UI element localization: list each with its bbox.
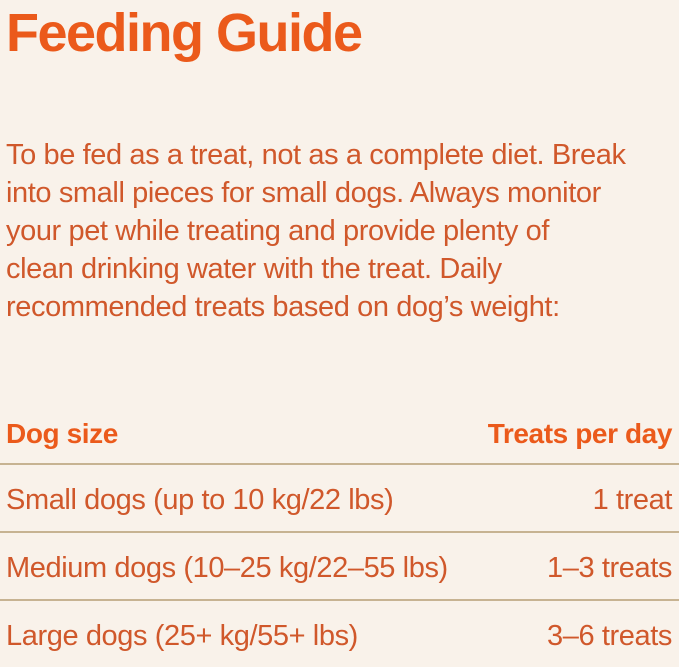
column-header-dog-size: Dog size [6, 418, 118, 449]
divider [0, 531, 679, 533]
treats-per-day-value: 1 treat [592, 484, 673, 516]
table-row: Small dogs (up to 10 kg/22 lbs) 1 treat [0, 465, 679, 531]
intro-paragraph: To be fed as a treat, not as a complete … [0, 136, 679, 326]
treats-per-day-value: 1–3 treats [547, 552, 672, 584]
table-header-row: Dog size Treats per day [0, 418, 679, 463]
page-title: Feeding Guide [6, 3, 363, 63]
dog-size-value: Medium dogs (10–25 kg/22–55 lbs) [6, 552, 448, 584]
intro-line: your pet while treating and provide plen… [6, 215, 550, 247]
dog-size-value: Small dogs (up to 10 kg/22 lbs) [6, 484, 394, 516]
divider [0, 463, 679, 465]
column-header-treats-per-day: Treats per day [487, 418, 673, 449]
table-row: Large dogs (25+ kg/55+ lbs) 3–6 treats [0, 601, 679, 667]
divider [0, 599, 679, 601]
intro-line: To be fed as a treat, not as a complete … [6, 139, 626, 171]
intro-line: into small pieces for small dogs. Always… [6, 177, 601, 209]
feeding-table: Dog size Treats per day Small dogs (up t… [0, 418, 679, 667]
table-row: Medium dogs (10–25 kg/22–55 lbs) 1–3 tre… [0, 533, 679, 599]
feeding-guide-panel: Feeding Guide To be fed as a treat, not … [0, 3, 679, 652]
intro-line: clean drinking water with the treat. Dai… [6, 253, 502, 285]
intro-line: recommended treats based on dog’s weight… [6, 291, 560, 323]
